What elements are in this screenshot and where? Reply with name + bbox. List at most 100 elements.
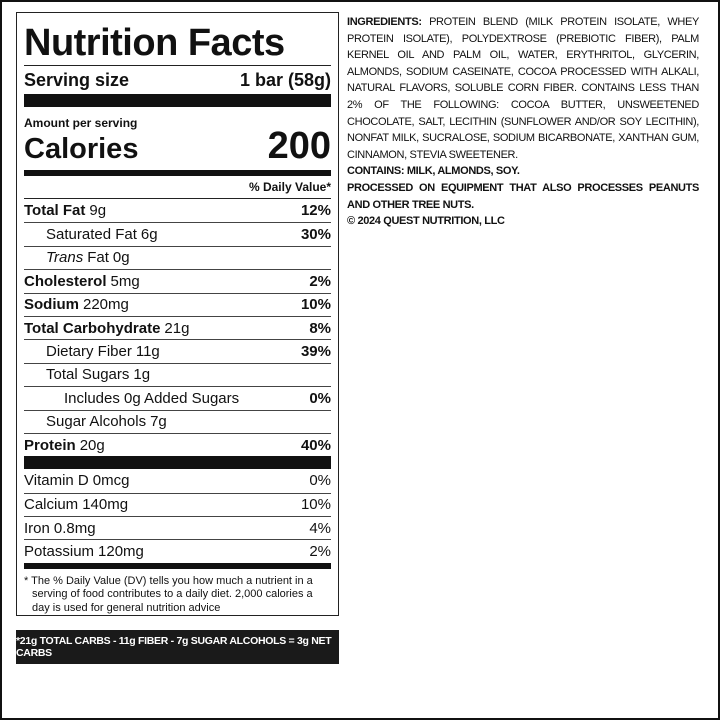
nutrient-name: Protein: [24, 436, 76, 454]
nutrient-row: Trans Fat 0g: [24, 245, 331, 269]
nutrient-name-group: Vitamin D 0mcg: [24, 472, 129, 489]
nutrient-name: Total Carbohydrate: [24, 319, 161, 337]
nutrient-name-group: Sodium 220mg: [24, 296, 129, 313]
nutrient-name: Includes 0g Added Sugars: [64, 389, 240, 407]
nutrient-name-group: Dietary Fiber 11g: [46, 343, 160, 360]
nutrient-amount: 140mg: [82, 496, 129, 514]
nutrient-name: Cholesterol: [24, 272, 107, 290]
nutrient-row: Total Sugars 1g: [24, 362, 331, 386]
contains-text: CONTAINS: MILK, ALMONDS, SOY.: [347, 165, 520, 178]
calories-label: Calories: [24, 133, 139, 165]
rule-mid: [24, 562, 331, 569]
ingredients-text: PROTEIN BLEND (MILK PROTEIN ISOLATE, WHE…: [347, 16, 699, 161]
rule-thick: [24, 456, 331, 470]
nutrient-name: Potassium: [24, 543, 95, 561]
serving-size: 1 bar (58g): [239, 69, 331, 90]
footnote: * The % Daily Value (DV) tells you how m…: [24, 574, 313, 614]
nutrient-list: Total Fat 9g 12% Saturated Fat 6g 30% Trans Fat…: [24, 199, 331, 456]
nutrient-amount: 9g: [89, 202, 107, 220]
nutrient-name-group: Total Sugars 1g: [46, 366, 150, 383]
ingredients-label: INGREDIENTS:: [347, 16, 422, 28]
nutrient-dv: 30%: [300, 226, 331, 244]
dv-header: % Daily Value*: [24, 176, 331, 199]
serving-row: Serving size 1 bar (58g): [24, 66, 331, 94]
nutrient-amount: 1g: [133, 366, 151, 384]
nutrient-amount: 11g: [135, 343, 160, 361]
calories: 200: [267, 125, 331, 167]
calories-row: Calories 200: [24, 126, 331, 166]
nutrient-dv: 10%: [300, 496, 331, 514]
nutrient-amount: 7g: [150, 413, 167, 431]
nutrient-row: Sodium 220mg 10%: [24, 292, 331, 316]
nutrient-name-group: Sugar Alcohols 7g: [46, 413, 167, 430]
copyright: © 2024 QUEST NUTRITION, LLC: [347, 213, 699, 230]
contains: CONTAINS: MILK, ALMONDS, SOY.: [347, 163, 699, 180]
amount-per-serving: Amount per serving: [24, 116, 138, 130]
nutrient-dv: 4%: [309, 519, 331, 537]
nutrient-dv: 2%: [309, 272, 331, 290]
nutrient-amount: 21g: [164, 319, 190, 337]
nutrient-name: Saturated Fat: [46, 226, 137, 244]
nutrient-name-group: Iron 0.8mg: [24, 520, 96, 537]
nutrient-name-group: Potassium 120mg: [24, 543, 144, 560]
nutrient-name-group: Trans Fat 0g: [46, 249, 130, 266]
processed: PROCESSED ON EQUIPMENT THAT ALSO PROCESS…: [347, 180, 699, 213]
nutrient-name: Calcium: [24, 496, 79, 514]
nutrient-dv: 12%: [300, 202, 331, 220]
nutrient-dv: 10%: [300, 296, 331, 314]
nutrient-dv: 2%: [309, 543, 331, 561]
nutrient-row: Potassium 120mg 2%: [24, 539, 331, 562]
nutrient-name-group: Total Carbohydrate 21g: [24, 320, 189, 337]
ingredients: INGREDIENTS: PROTEIN BLEND (MILK PROTEIN…: [347, 14, 699, 163]
nutrient-row: Iron 0.8mg 4%: [24, 516, 331, 539]
nutrient-row: Sugar Alcohols 7g: [24, 409, 331, 433]
nutrient-dv: 39%: [300, 343, 331, 361]
processed-text: PROCESSED ON EQUIPMENT THAT ALSO PROCESS…: [347, 181, 699, 211]
nutrient-amount: 20g: [79, 436, 105, 454]
nutrient-dv: 0%: [309, 472, 331, 490]
nutrient-name-group: Cholesterol 5mg: [24, 273, 140, 290]
nutrient-dv: 8%: [309, 319, 331, 337]
rule-thick: [24, 94, 331, 107]
nutrient-name-group: Total Fat 9g: [24, 202, 106, 219]
nutrient-row: Protein 20g 40%: [24, 432, 331, 456]
nutrient-name-group: Protein 20g: [24, 437, 105, 454]
nutrient-name: Sugar Alcohols: [46, 413, 147, 431]
nutrient-name: Dietary Fiber: [46, 343, 132, 361]
serving-size-label: Serving size: [24, 69, 130, 90]
nutrient-name: Total Fat: [24, 202, 86, 220]
nutrient-name: Fat: [87, 249, 109, 267]
nutrient-amount: 5mg: [110, 272, 140, 290]
nutrient-name: Vitamin D: [24, 472, 89, 490]
nutrient-dv: 40%: [300, 436, 331, 454]
ingredients-panel: INGREDIENTS: PROTEIN BLEND (MILK PROTEIN…: [347, 14, 699, 230]
nutrient-amount: 0.8mg: [53, 519, 96, 537]
nutrient-name-group: Saturated Fat 6g: [46, 226, 158, 243]
label-title: Nutrition Facts: [24, 22, 285, 64]
nutrient-name: Total Sugars: [46, 366, 130, 384]
net-carbs-note: *21g TOTAL CARBS - 11g FIBER - 7g SUGAR …: [16, 630, 339, 664]
nutrient-name: Sodium: [24, 296, 79, 314]
nutrient-name-group: Calcium 140mg: [24, 496, 128, 513]
nutrient-amount: 120mg: [98, 543, 144, 561]
nutrient-dv: 0%: [309, 389, 331, 407]
nutrient-row: Total Carbohydrate 21g 8%: [24, 315, 331, 339]
nutrient-amount: 0g: [112, 249, 130, 267]
nutrient-amount: 220mg: [83, 296, 129, 314]
nutrient-row: Dietary Fiber 11g 39%: [24, 339, 331, 362]
nutrient-name: Iron: [24, 519, 50, 537]
nutrient-row: Saturated Fat 6g 30%: [24, 222, 331, 245]
rule: [24, 65, 331, 66]
nutrient-row: Cholesterol 5mg 2%: [24, 269, 331, 292]
nutrient-amount: 6g: [140, 226, 158, 244]
rule-mid: [24, 170, 331, 176]
nutrient-prefix: Trans: [46, 249, 84, 267]
nutrition-label: Nutrition Facts Serving size 1 bar (58g)…: [16, 12, 339, 616]
nutrient-row: Vitamin D 0mcg 0%: [24, 469, 331, 492]
nutrient-row: Includes 0g Added Sugars 0%: [24, 386, 331, 409]
vitamin-list: Vitamin D 0mcg 0% Calcium 140mg 10% Iron 0.8mg 4…: [24, 469, 331, 563]
nutrient-name-group: Includes 0g Added Sugars: [64, 390, 239, 407]
copyright-text: © 2024 QUEST NUTRITION, LLC: [347, 215, 505, 228]
nutrient-row: Calcium 140mg 10%: [24, 492, 331, 516]
